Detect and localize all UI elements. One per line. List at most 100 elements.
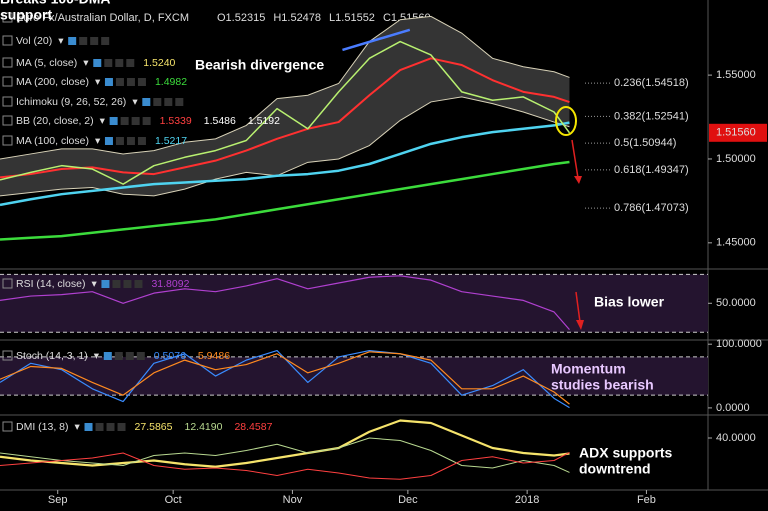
legend-icon (142, 117, 151, 125)
legend-value: 1.5339 (160, 115, 192, 127)
legend-icons: ▾ (94, 350, 100, 362)
series-line (0, 275, 570, 331)
legend-value: 1.5240 (143, 57, 175, 69)
legend-icon (84, 423, 93, 431)
annotation: studies bearish (551, 377, 654, 393)
ohlc-value: O1.52315 (217, 12, 265, 24)
legend-name: RSI (14, close) (16, 278, 85, 290)
legend-toggle (2, 135, 13, 146)
legend-icon (164, 98, 173, 106)
decoration (574, 176, 582, 184)
legend-item: MA (5, close) ▾ 1.5240 (2, 57, 176, 69)
legend-value: 5.9486 (198, 350, 230, 362)
legend-icon (101, 280, 110, 288)
y-tick-label: 1.45000 (716, 237, 756, 249)
series-line (0, 437, 570, 473)
legend-icons: ▾ (58, 35, 64, 47)
annotation: downtrend (579, 461, 651, 477)
legend-item: MA (100, close) ▾ 1.5217 (2, 135, 187, 147)
bollinger-lower (0, 96, 570, 197)
legend-icon (126, 59, 135, 67)
series-line (0, 451, 570, 480)
legend-icon (106, 423, 115, 431)
x-tick-label: Oct (165, 494, 182, 506)
last-price-label: 1.51560 (716, 127, 756, 139)
annotation: Breaks 100-DMA (0, 0, 111, 7)
legend-name: MA (100, close) (16, 135, 89, 147)
legend-toggle (2, 76, 13, 87)
legend-name: BB (20, close, 2) (16, 115, 94, 127)
legend-icon (142, 98, 151, 106)
y-tick-label: 1.50000 (716, 153, 756, 165)
annotation: ADX supports (579, 445, 673, 461)
legend-icon (95, 423, 104, 431)
legend-value: 0.5076 (154, 350, 186, 362)
fib-label: 0.382(1.52541) (614, 110, 689, 122)
y-tick-label: 100.0000 (716, 338, 762, 350)
decoration (576, 320, 584, 330)
legend-item: Vol (20) ▾ (2, 35, 110, 47)
legend-name: Vol (20) (16, 35, 52, 47)
legend-name: Stoch (14, 3, 1) (16, 350, 88, 362)
legend-icons: ▾ (100, 115, 106, 127)
legend-icon (175, 98, 184, 106)
series-line (0, 160, 570, 241)
annotation: Bearish divergence (195, 57, 324, 73)
legend-icon (115, 137, 124, 145)
legend-value: 12.4190 (184, 421, 222, 433)
legend-icons: ▾ (75, 421, 81, 433)
legend-value: 27.5865 (135, 421, 173, 433)
series-line (0, 40, 571, 185)
legend-item: MA (200, close) ▾ 1.4982 (2, 76, 187, 88)
fib-label: 0.618(1.49347) (614, 164, 689, 176)
legend-icons: ▾ (83, 57, 89, 69)
legend-icon (79, 37, 88, 45)
legend-value: 1.5192 (248, 115, 280, 127)
legend-icon (68, 37, 77, 45)
legend-icons: ▾ (91, 278, 97, 290)
series-line (0, 351, 570, 405)
legend-value: 1.4982 (155, 76, 187, 88)
decoration (575, 291, 581, 323)
legend-icon (134, 280, 143, 288)
legend-icon (125, 352, 134, 360)
last-price-tag (709, 123, 767, 142)
x-tick-label: Sep (48, 494, 68, 506)
legend-icon (101, 37, 110, 45)
fib-label: 0.786(1.47073) (614, 202, 689, 214)
legend-toggle (2, 278, 13, 289)
legend-icon (90, 37, 99, 45)
annotation: support (0, 7, 52, 23)
legend-item: Ichimoku (9, 26, 52, 26) ▾ (2, 96, 184, 108)
title-toggle (2, 12, 13, 23)
decoration (571, 139, 579, 179)
legend-icon (136, 352, 145, 360)
legend-value: 1.5486 (204, 115, 236, 127)
legend-name: Ichimoku (9, 26, 52, 26) (16, 96, 126, 108)
legend-name: DMI (13, 8) (16, 421, 69, 433)
legend-icon (137, 137, 146, 145)
series-line (0, 121, 570, 207)
legend-icon (104, 137, 113, 145)
bollinger-area (0, 16, 570, 196)
legend-icon (126, 137, 135, 145)
fib-label: 0.236(1.54518) (614, 77, 689, 89)
series-line (0, 57, 570, 179)
legend-toggle (2, 350, 13, 361)
legend-name: MA (200, close) (16, 76, 89, 88)
legend-value: 31.8092 (151, 278, 189, 290)
divergence-line (342, 28, 411, 52)
legend-icon (109, 117, 118, 125)
legend-icon (153, 98, 162, 106)
bollinger-upper (0, 15, 570, 160)
legend-icon (104, 59, 113, 67)
legend-icon (117, 423, 126, 431)
chart-title: Euro Fx/Australian Dollar, D, FXCM (16, 12, 189, 24)
legend-icon (123, 280, 132, 288)
legend-value: 28.4587 (234, 421, 272, 433)
legend-item: BB (20, close, 2) ▾ 1.5339 1.5486 1.5192 (2, 115, 280, 127)
legend-toggle (2, 421, 13, 432)
y-tick-label: 0.0000 (716, 402, 750, 414)
